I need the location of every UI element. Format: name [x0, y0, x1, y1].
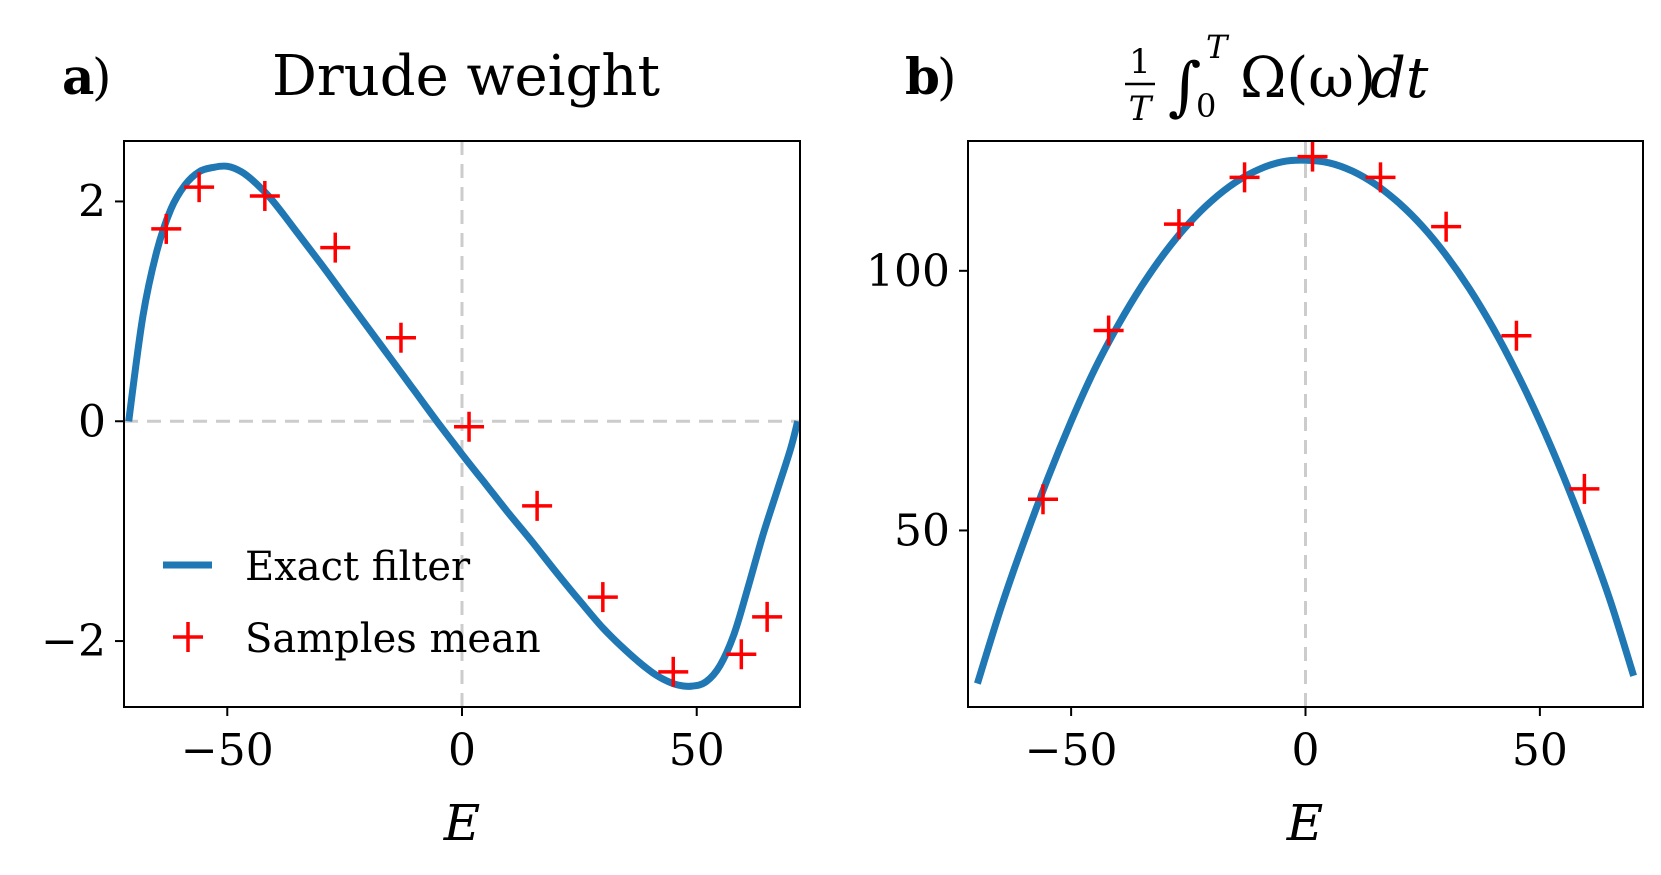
sample-point	[1431, 211, 1462, 242]
panel-a: a ) Drude weight −50 0 50 −2 0 2 E Exact fil…	[41, 44, 801, 852]
panel-b-paren: )	[937, 48, 957, 106]
panel-a-x-ticks: −50 0 50	[181, 707, 725, 776]
title-differential: dt	[1370, 46, 1429, 111]
x-tick-label: 50	[669, 725, 725, 776]
y-tick-label: 50	[894, 505, 950, 556]
series-line-exact-filter	[974, 156, 1637, 685]
sample-point	[587, 582, 618, 613]
sample-point	[1501, 320, 1532, 351]
panel-a-x-axis-label: E	[443, 794, 481, 852]
sample-point	[1569, 473, 1600, 504]
title-fraction-denominator: T	[1129, 89, 1154, 129]
sample-point	[522, 490, 553, 521]
sample-point	[320, 232, 351, 263]
panel-b: b ) 1 T ∫ T 0 Ω(ω) dt −50 0 50 50 100 E	[866, 28, 1644, 852]
title-integral-upper: T	[1206, 28, 1230, 66]
panel-a-reference-lines	[124, 141, 800, 707]
panel-b-letter: b	[905, 47, 940, 106]
panel-a-series	[125, 162, 800, 690]
x-tick-label: −50	[181, 725, 274, 776]
sample-point	[184, 172, 215, 203]
sample-point	[1028, 484, 1058, 515]
panel-b-x-ticks: −50 0 50	[1025, 707, 1568, 776]
panel-a-letter: a	[62, 47, 94, 106]
sample-point	[1365, 162, 1396, 193]
legend-entry-samples-mean: Samples mean	[245, 616, 541, 662]
title-integrand: Ω(ω)	[1240, 46, 1376, 111]
panel-a-y-ticks: −2 0 2	[41, 176, 124, 667]
title-integral-sign: ∫	[1168, 50, 1201, 124]
panel-b-x-axis-label: E	[1286, 794, 1324, 852]
y-tick-label: 2	[78, 176, 106, 227]
sample-point	[1093, 315, 1124, 346]
sample-point	[249, 180, 280, 211]
sample-point	[385, 322, 416, 353]
panel-a-paren: )	[92, 48, 112, 106]
panel-b-series	[974, 141, 1637, 685]
sample-point	[151, 213, 182, 244]
series-line-exact-filter	[125, 162, 800, 690]
y-tick-label: 100	[866, 246, 950, 297]
title-integral-lower: 0	[1196, 87, 1216, 125]
x-tick-label: 0	[448, 725, 476, 776]
panel-b-title: 1 T ∫ T 0 Ω(ω) dt	[1125, 28, 1429, 129]
x-tick-label: −50	[1025, 725, 1118, 776]
y-tick-label: −2	[41, 616, 106, 667]
sample-point	[1163, 209, 1194, 240]
panel-a-legend: Exact filter Samples mean	[163, 544, 541, 662]
x-tick-label: 0	[1292, 725, 1320, 776]
x-tick-label: 50	[1512, 725, 1568, 776]
y-tick-label: 0	[78, 396, 106, 447]
legend-cross-swatch	[173, 622, 203, 652]
panel-b-y-ticks: 50 100	[866, 246, 968, 556]
legend-entry-exact-filter: Exact filter	[245, 544, 471, 590]
sample-point	[658, 656, 689, 687]
panel-a-title: Drude weight	[272, 44, 660, 109]
sample-point	[726, 639, 757, 670]
sample-point	[752, 601, 783, 632]
sample-point	[454, 411, 485, 442]
sample-point	[1229, 162, 1260, 193]
title-fraction-numerator: 1	[1129, 42, 1151, 82]
sample-point	[1297, 141, 1328, 172]
